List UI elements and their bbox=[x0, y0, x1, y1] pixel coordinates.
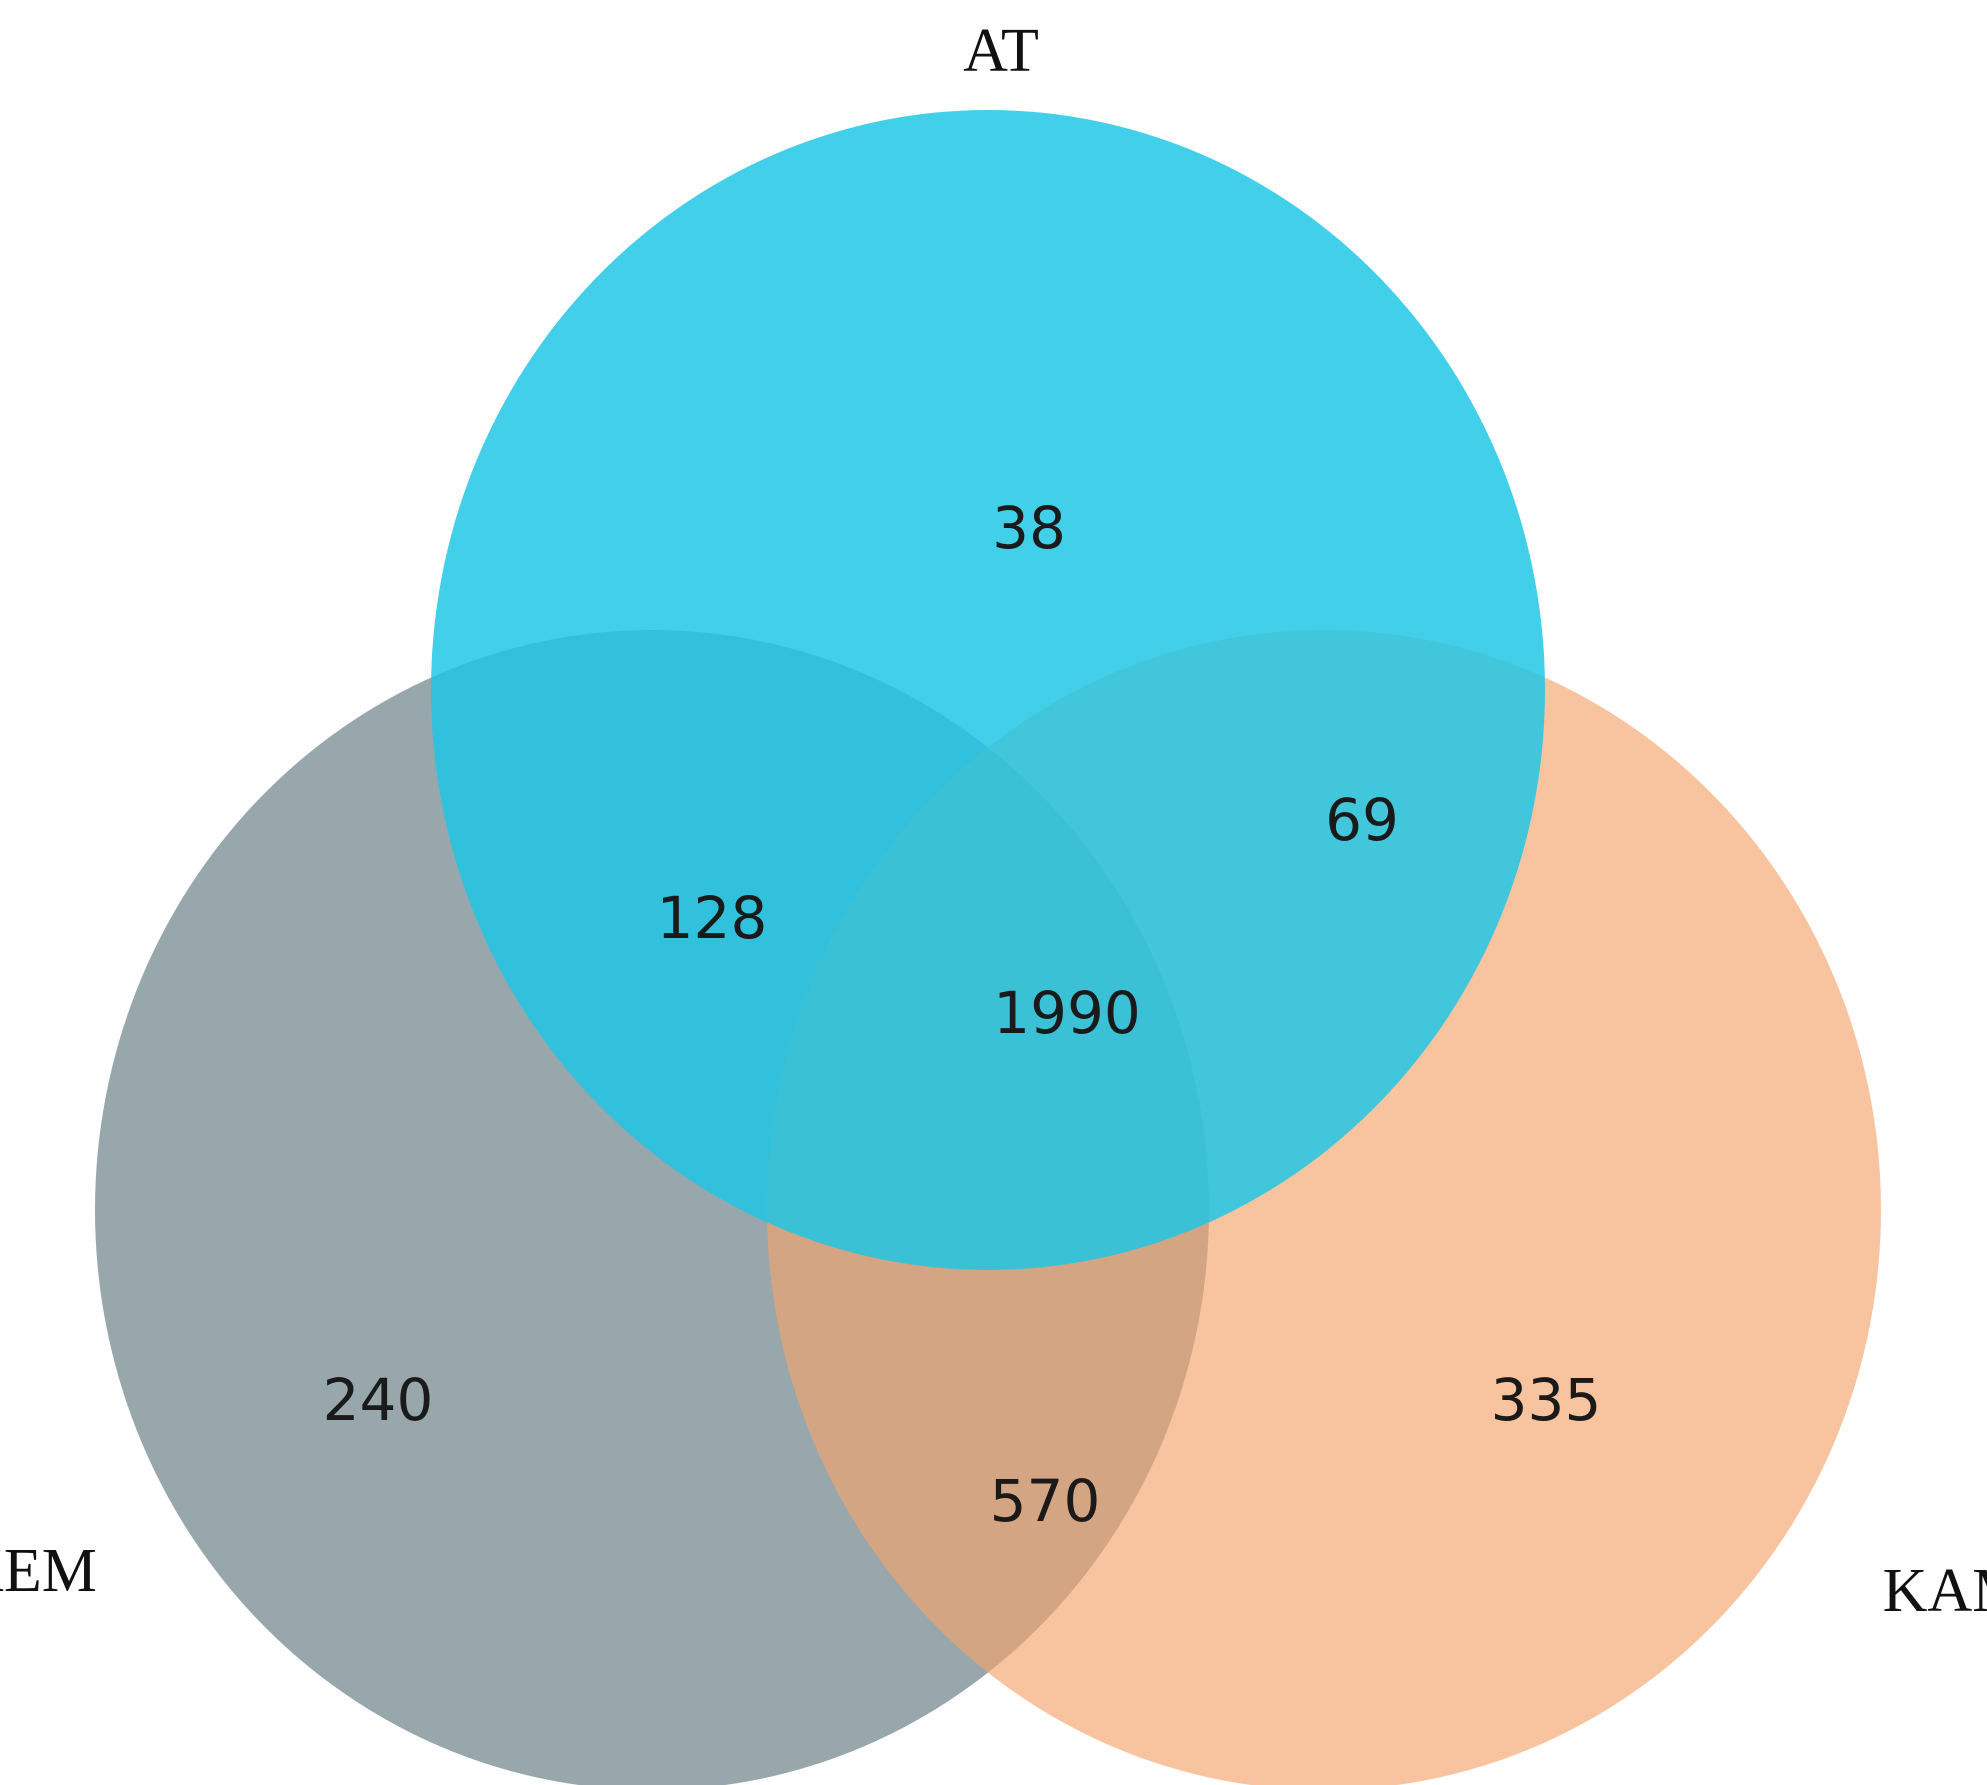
set-label: KEM bbox=[0, 1537, 97, 1605]
labels: AT KEM KAM 38 128 69 1990 240 570 335 bbox=[0, 17, 1987, 1625]
region-count: 335 bbox=[1491, 1366, 1602, 1434]
set-circle bbox=[431, 110, 1545, 1270]
circles bbox=[95, 110, 1881, 1785]
region-count: 570 bbox=[990, 1467, 1101, 1535]
region-count: 128 bbox=[657, 884, 768, 952]
region-count: 38 bbox=[992, 494, 1066, 562]
region-count: 69 bbox=[1325, 786, 1399, 854]
set-label: KAM bbox=[1883, 1557, 1987, 1625]
region-count: 240 bbox=[323, 1366, 434, 1434]
set-label: AT bbox=[963, 17, 1039, 85]
region-count: 1990 bbox=[993, 979, 1141, 1047]
